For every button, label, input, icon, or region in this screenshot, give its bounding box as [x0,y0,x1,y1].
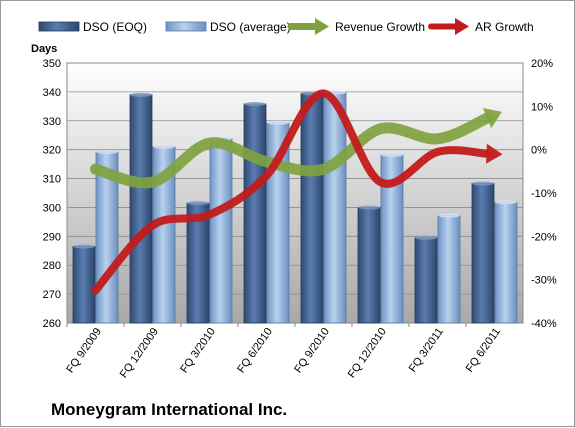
bar-dso-average [437,215,461,324]
growth-arrows [90,89,503,295]
left-tick-label: 290 [43,231,61,243]
bar-cap [438,213,460,218]
left-tick-label: 350 [43,58,61,70]
right-tick-label: 20% [531,58,553,70]
revenue-growth-arrowhead [482,107,502,129]
bar-dso-average [323,92,347,324]
chart-title: Moneygram International Inc. [51,400,288,419]
bar-cap [267,120,289,125]
bar-cap [244,102,266,107]
legend-label: AR Growth [475,20,534,34]
legend-arrow-revenue-growth [315,18,329,35]
bar-cap [187,201,209,206]
x-tick-label: FQ 6/2010 [235,326,275,375]
bar-dso-average [494,201,518,324]
x-tick-label: FQ 9/2009 [64,326,104,375]
ar-growth-arrowhead [486,143,503,164]
ar-growth-line [91,89,491,295]
right-tick-label: 10% [531,101,553,113]
x-tick-label: FQ 6/2011 [464,326,503,375]
legend-swatch-dso-eoq [38,21,80,32]
right-tick-label: -20% [531,231,557,243]
left-tick-label: 340 [43,87,61,99]
bar-dso-eoq [72,246,96,324]
bar-cap [73,244,95,249]
bar-cap [153,144,175,149]
bar-dso-eoq [243,103,267,324]
legend: DSO (EOQ) DSO (average) Revenue Growth AR G… [38,18,534,35]
left-tick-label: 310 [43,174,61,186]
legend-label: DSO (EOQ) [83,20,147,34]
bar-cap [415,235,437,240]
left-axis-title: Days [31,43,57,55]
x-tick-label: FQ 3/2010 [178,326,218,375]
bar-cap [495,200,517,205]
legend-label: DSO (average) [210,20,291,34]
bar-cap [96,149,118,154]
bar-cap [381,152,403,157]
x-tick-label: FQ 12/2010 [346,326,389,380]
x-tick-label: FQ 9/2010 [292,326,332,375]
bar-dso-eoq [357,207,381,324]
left-axis: 260 270 280 290 300 310 320 330 340 350 [43,58,61,330]
left-tick-label: 300 [43,202,61,214]
bar-dso-eoq [129,94,153,324]
x-tick-label: FQ 3/2011 [407,326,446,375]
legend-arrow-ar-growth [455,18,469,35]
left-tick-label: 330 [43,116,61,128]
left-tick-label: 270 [43,289,61,301]
x-tick-label: FQ 12/2009 [118,326,161,380]
left-tick-label: 260 [43,318,61,330]
right-tick-label: -30% [531,275,557,287]
x-axis: FQ 9/2009 FQ 12/2009 FQ 3/2010 FQ 6/2010 FQ … [64,323,503,380]
bar-cap [358,205,380,210]
right-tick-label: -40% [531,318,557,330]
left-tick-label: 280 [43,260,61,272]
bar-dso-average [209,138,233,324]
bar-dso-eoq [471,183,495,324]
legend-label: Revenue Growth [335,20,425,34]
legend-swatch-dso-average [165,21,207,32]
left-tick-label: 320 [43,145,61,157]
bar-cap [130,92,152,97]
right-axis: -40% -30% -20% -10% 0% 10% 20% [531,58,557,330]
right-tick-label: 0% [531,145,547,157]
revenue-growth-line [90,112,493,189]
bar-cap [472,181,494,186]
bar-dso-eoq [414,237,438,324]
bar-dso-eoq [300,92,324,324]
right-tick-label: -10% [531,188,557,200]
